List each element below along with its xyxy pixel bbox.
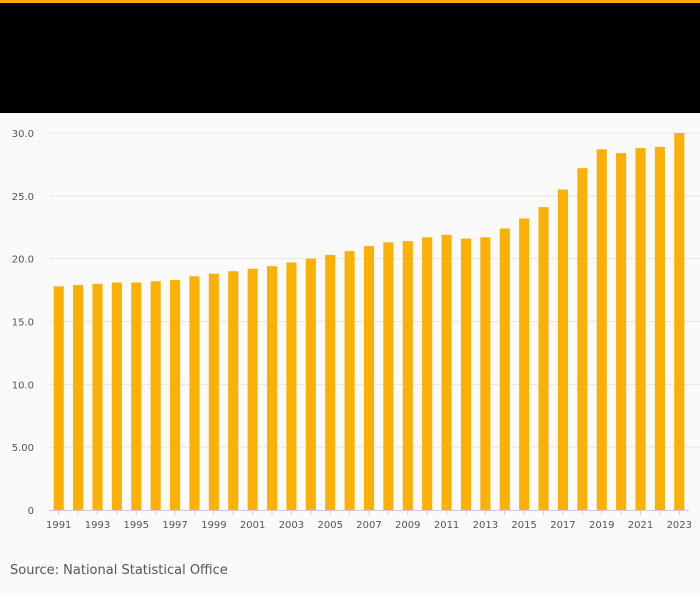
- bar-1993: [92, 283, 103, 510]
- bar-2023: [674, 133, 685, 510]
- x-tick-label: 2019: [589, 520, 614, 531]
- x-tick-label: 2009: [395, 520, 420, 531]
- x-tick-label: 2017: [550, 520, 575, 531]
- bar-2017: [557, 189, 568, 511]
- bar-2007: [363, 246, 375, 510]
- bar-2008: [383, 242, 394, 510]
- x-tick-label: 2011: [434, 520, 459, 531]
- bar-2012: [460, 238, 472, 510]
- bar-chart: 0 5.00 10.0 15.0 20.0 25.0 30.0 1991 1993 1995 199…: [12, 129, 700, 531]
- bar-2015: [519, 218, 530, 510]
- x-tick-label: 1999: [201, 520, 226, 531]
- bar-2001: [247, 268, 258, 510]
- bar-2014: [499, 228, 510, 511]
- bar-1994: [111, 282, 122, 510]
- header-band: [0, 3, 700, 113]
- x-tick-label: 1997: [162, 520, 187, 531]
- x-tick-label: 1991: [46, 520, 71, 531]
- x-tick-label: 2023: [667, 520, 692, 531]
- bar-2013: [480, 237, 491, 510]
- bar-2011: [441, 234, 452, 510]
- x-tick-label: 1993: [85, 520, 110, 531]
- bar-1995: [131, 282, 142, 510]
- source-note: Source: National Statistical Office: [10, 563, 228, 578]
- bar-1999: [208, 273, 219, 510]
- y-tick-label: 20.0: [12, 255, 34, 266]
- accent-line: [0, 0, 700, 3]
- y-tick-label: 10.0: [12, 380, 34, 391]
- bar-2003: [286, 262, 297, 510]
- bar-2010: [422, 237, 433, 510]
- y-tick-label: 30.0: [12, 129, 34, 140]
- x-tick-label: 2015: [511, 520, 536, 531]
- bar-1992: [73, 285, 84, 510]
- bar-1998: [189, 276, 200, 510]
- bar-2021: [635, 148, 646, 510]
- x-tick-label: 2005: [317, 520, 342, 531]
- x-tick-label: 1995: [124, 520, 149, 531]
- bar-1997: [170, 280, 181, 510]
- bar-2000: [228, 271, 239, 510]
- x-tick-label: 2003: [279, 520, 304, 531]
- x-tick-label: 2021: [628, 520, 653, 531]
- bar-2009: [402, 241, 413, 510]
- bar-1996: [150, 281, 161, 510]
- bar-2016: [538, 207, 549, 510]
- y-tick-label: 25.0: [12, 192, 34, 203]
- x-tick-label: 2013: [473, 520, 498, 531]
- y-tick-label: 15.0: [12, 318, 34, 329]
- bar-2018: [577, 168, 588, 510]
- x-tick-label: 2001: [240, 520, 265, 531]
- bar-2020: [616, 153, 627, 510]
- x-tick-label: 2007: [356, 520, 381, 531]
- y-tick-label: 5.00: [12, 443, 34, 454]
- bar-2002: [266, 266, 278, 510]
- y-tick-label: 0: [28, 506, 34, 517]
- bar-2004: [305, 258, 316, 510]
- bar-2019: [596, 149, 607, 510]
- chart-area: 0 5.00 10.0 15.0 20.0 25.0 30.0 1991 1993 1995 199…: [0, 113, 700, 543]
- bar-2006: [344, 251, 355, 511]
- bar-2005: [325, 254, 336, 510]
- bar-2022: [654, 146, 665, 510]
- bar-1991: [53, 286, 64, 510]
